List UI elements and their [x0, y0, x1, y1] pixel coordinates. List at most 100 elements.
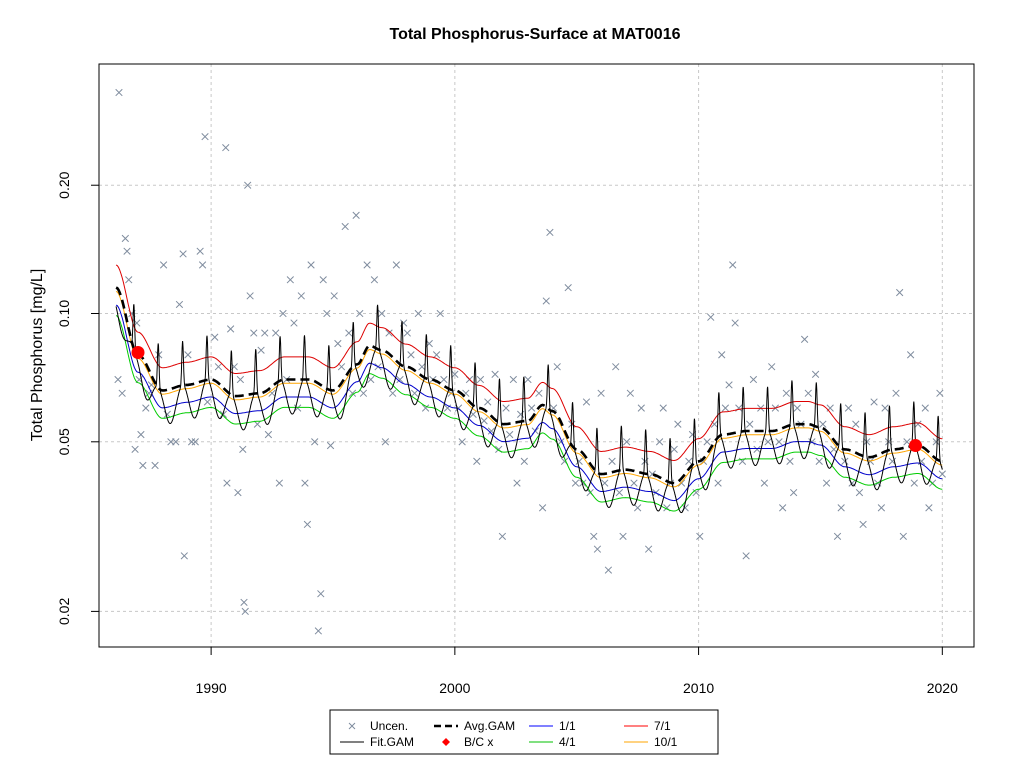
- observation-point: [410, 389, 419, 397]
- observation-point: [352, 211, 360, 219]
- observation-point: [833, 532, 842, 541]
- observation-point: [855, 488, 864, 497]
- observation-point: [201, 133, 209, 141]
- observation-point: [932, 438, 940, 446]
- legend-label: 1/1: [559, 719, 576, 733]
- observation-point: [392, 261, 401, 269]
- observation-point: [345, 329, 353, 337]
- observation-point: [187, 438, 196, 446]
- bc-points: [131, 346, 923, 453]
- observation-point: [674, 420, 682, 428]
- legend-marker-point: [442, 738, 450, 746]
- legend-label: Avg.GAM: [464, 719, 515, 733]
- legend-items: Uncen. Avg.GAM 1/1 7/1 Fit.GAM B/C x 4/1 10/1: [340, 719, 678, 749]
- observation-point: [604, 566, 613, 574]
- observation-point: [789, 488, 798, 497]
- season-7-1-line: [115, 264, 943, 462]
- observation-point: [553, 363, 561, 371]
- observation-point: [458, 438, 466, 446]
- observation-point: [476, 375, 485, 384]
- y-tick-label: 0.20: [56, 171, 72, 198]
- observation-point: [236, 375, 245, 384]
- observation-point: [615, 488, 624, 497]
- observation-point: [822, 479, 831, 487]
- observation-point: [268, 389, 276, 397]
- observation-point: [714, 479, 722, 487]
- observation-point: [786, 457, 794, 465]
- observation-point: [793, 404, 801, 412]
- observation-point: [139, 461, 147, 470]
- chart-title: Total Phosphorus-Surface at MAT0016: [389, 26, 680, 43]
- observation-point: [246, 292, 254, 300]
- observation-point: [396, 375, 404, 384]
- observation-point: [118, 389, 126, 397]
- observation-point: [746, 420, 754, 428]
- observation-point: [506, 430, 514, 439]
- observation-point: [175, 300, 184, 309]
- observation-point: [804, 389, 812, 397]
- observation-point: [421, 404, 430, 412]
- observation-point: [211, 333, 219, 341]
- observation-point: [484, 398, 492, 406]
- observation-point: [542, 297, 550, 305]
- observation-point: [725, 381, 733, 389]
- observation-point: [844, 404, 853, 412]
- observation-point: [655, 438, 664, 446]
- observation-point: [721, 404, 730, 412]
- observation-point: [151, 461, 159, 470]
- observation-point: [729, 261, 737, 269]
- observation-point: [535, 389, 543, 397]
- observation-point: [125, 276, 133, 284]
- observation-point: [877, 504, 886, 512]
- gam-curves: [115, 264, 943, 514]
- observation-point: [703, 438, 711, 446]
- observation-point: [718, 351, 726, 359]
- observation-point: [859, 520, 867, 529]
- observation-point: [685, 457, 693, 465]
- observation-point: [240, 598, 248, 607]
- observation-point: [491, 370, 499, 378]
- x-tick-label: 1990: [196, 680, 227, 696]
- observation-point: [184, 351, 192, 359]
- observation-point: [637, 404, 645, 412]
- bc-point: [131, 346, 145, 360]
- observation-point: [524, 375, 532, 384]
- observation-point: [311, 438, 319, 446]
- observation-point: [863, 438, 871, 446]
- observation-point: [226, 325, 235, 333]
- observation-point: [326, 441, 335, 450]
- observation-point: [389, 389, 397, 397]
- observation-point: [279, 309, 287, 318]
- observation-point: [180, 552, 188, 560]
- observation-point: [436, 309, 444, 318]
- observation-point: [910, 479, 918, 487]
- observation-point: [198, 261, 207, 269]
- observation-point: [370, 276, 379, 284]
- observation-point: [244, 181, 252, 189]
- x-tick-label: 2000: [439, 680, 470, 696]
- observation-point: [938, 470, 946, 478]
- observation-point: [899, 532, 907, 541]
- observation-point: [323, 309, 331, 318]
- observation-point: [356, 309, 364, 318]
- observation-point: [317, 590, 325, 598]
- observation-point: [502, 404, 510, 412]
- legend-label: 10/1: [654, 735, 678, 749]
- observation-point: [753, 445, 761, 454]
- observation-point: [896, 288, 904, 297]
- observation-point: [644, 545, 653, 553]
- observation-point: [451, 370, 459, 378]
- observation-point: [272, 329, 280, 337]
- observation-point: [881, 404, 889, 412]
- observation-point: [775, 438, 783, 446]
- observation-point: [440, 375, 448, 384]
- observation-point: [234, 488, 242, 497]
- observation-point: [330, 292, 338, 300]
- observation-point: [819, 420, 827, 428]
- observation-point: [509, 375, 517, 384]
- x-tick-label: 2010: [683, 680, 714, 696]
- observation-point: [121, 234, 129, 243]
- observation-point: [137, 430, 145, 439]
- observation-point: [630, 479, 638, 487]
